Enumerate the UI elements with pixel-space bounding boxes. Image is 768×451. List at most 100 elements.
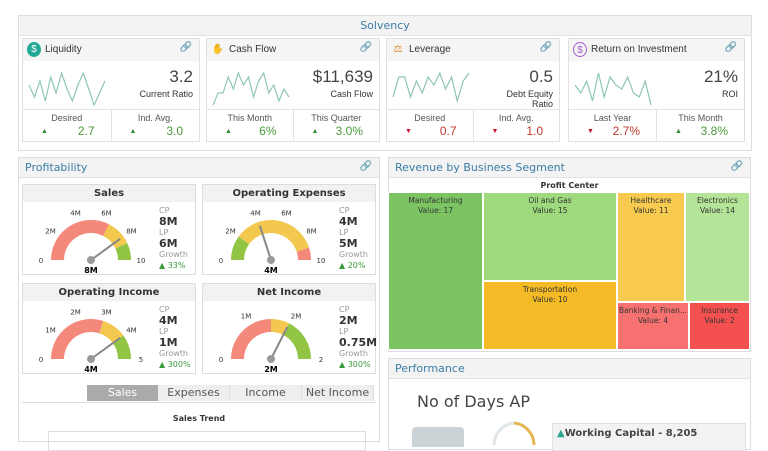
- segment-value: Value: 2: [704, 316, 735, 325]
- gauge-band: [103, 224, 128, 249]
- link-icon[interactable]: 🔗: [359, 161, 372, 172]
- segment-name: Healthcare: [630, 196, 672, 205]
- performance-title: Performance: [389, 359, 750, 379]
- growth-label: Growth: [159, 349, 188, 358]
- gauge-value: 2M: [264, 365, 278, 374]
- card-title: Return on Investment: [591, 44, 687, 55]
- gauge-dial: 0 1M 2M 2 2M: [219, 313, 323, 374]
- tab-net-income[interactable]: Net Income: [302, 385, 374, 401]
- trend-down-icon: ▼: [491, 128, 499, 135]
- metric-label: Ind. Avg.: [137, 113, 173, 123]
- metric-value: 3.8%: [700, 124, 728, 138]
- sparkline-line: [574, 72, 652, 106]
- segment-name: Insurance: [701, 306, 738, 315]
- sales-trend-chart: [48, 431, 366, 451]
- lp-label: LP: [339, 228, 349, 237]
- treemap-cell[interactable]: Manufacturing Value: 17: [388, 192, 483, 350]
- gauge-tick-label: 10: [137, 257, 146, 265]
- performance-panel: Performance No of Days AP ▲Working Capit…: [388, 358, 751, 451]
- gauge-value: 4M: [84, 365, 98, 374]
- metric-0: Desired ▼ 0.7: [387, 110, 473, 141]
- dollar-circle-icon: $: [573, 42, 587, 57]
- trend-up-icon: ▲: [41, 128, 48, 135]
- gauge-tick-label: 8M: [306, 228, 317, 236]
- metric-1: This Month ▲ 3.8%: [656, 110, 744, 141]
- growth-label: Growth: [339, 349, 368, 358]
- segment-value: Value: 15: [532, 206, 568, 215]
- segment-value: Value: 14: [699, 206, 736, 215]
- gauge-operating-expenses: Operating Expenses 0 2M 4M 6M 8M 10 4M CP 4M LP 5…: [202, 184, 376, 275]
- card-title: Liquidity: [45, 44, 82, 55]
- gauge-tick-label: 2M: [225, 228, 236, 236]
- link-icon[interactable]: 🔗: [730, 161, 743, 172]
- link-icon[interactable]: 🔗: [359, 42, 372, 53]
- metric-0: Desired ▲ 2.7: [23, 110, 111, 141]
- gauge-tick-label: 1M: [241, 313, 252, 321]
- sparkline-line: [28, 70, 106, 107]
- trend-up-icon: ▲: [225, 128, 232, 135]
- link-icon[interactable]: 🔗: [179, 42, 192, 53]
- water-drop-dollar-icon: $: [27, 42, 41, 57]
- treemap-cell[interactable]: Oil and Gas Value: 15: [483, 192, 617, 281]
- gauge-tick-label: 4M: [250, 209, 260, 217]
- trend-up-icon: ▲: [311, 128, 319, 135]
- sparkline-line: [212, 71, 290, 106]
- treemap-cell[interactable]: Electronics Value: 14: [685, 192, 750, 302]
- gauge-dial: 0 1M 2M 3M 4M 5 4M: [39, 308, 143, 374]
- metric-0: Last Year ▼ 2.7%: [569, 110, 656, 141]
- link-icon[interactable]: 🔗: [724, 42, 737, 53]
- metric-value: 6%: [259, 124, 277, 138]
- gauge-tick-label: 5: [139, 356, 143, 364]
- card-cash-flow: ✋ Cash Flow 🔗 $11,639 Cash Flow This Mont…: [206, 38, 380, 142]
- sparkline-line: [392, 71, 470, 104]
- card-value: 3.2: [169, 67, 193, 86]
- metric-1: Ind. Avg. ▲ 3.0: [110, 110, 200, 141]
- days-ap-bar: [412, 427, 464, 447]
- gauge-tick-label: 10: [317, 257, 326, 265]
- cp-label: CP: [339, 305, 350, 314]
- gauge-tick-label: 8M: [126, 228, 137, 236]
- gauge-band: [51, 319, 104, 359]
- growth-label: Growth: [339, 250, 368, 259]
- gauge-band: [115, 242, 131, 260]
- sparkline: [392, 71, 470, 104]
- gauge-dial: 0 2M 4M 6M 8M 10 4M: [219, 209, 326, 275]
- cp-label: CP: [159, 305, 170, 314]
- gauge-pivot: [87, 256, 95, 264]
- treemap-cell[interactable]: Banking & Finan... Value: 4: [617, 302, 689, 350]
- gauge-pivot: [267, 355, 275, 363]
- growth-label: Growth: [159, 250, 188, 259]
- gauge-tick-label: 6M: [101, 209, 112, 217]
- tab-income[interactable]: Income: [230, 385, 302, 401]
- link-icon[interactable]: 🔗: [539, 42, 552, 53]
- days-ap-title: No of Days AP: [417, 392, 530, 411]
- segment-value: Value: 17: [417, 206, 454, 215]
- gauge-band: [99, 320, 124, 344]
- gauge-band: [296, 247, 311, 260]
- solvency-title: Solvency: [19, 16, 751, 36]
- segment-name: Electronics: [697, 196, 738, 205]
- segment-name: Transportation: [522, 285, 578, 294]
- tab-sales[interactable]: Sales: [87, 385, 159, 401]
- treemap-cell[interactable]: Insurance Value: 2: [689, 302, 750, 350]
- metric-0: This Month ▲ 6%: [207, 110, 293, 141]
- tab-expenses[interactable]: Expenses: [158, 385, 230, 401]
- metric-label: This Month: [678, 113, 723, 123]
- sparkline: [212, 71, 290, 106]
- metric-value: 3.0: [166, 124, 183, 138]
- gauge-tick-label: 2M: [291, 313, 302, 321]
- gauge-net-income: Net Income 0 1M 2M 2 2M CP 2M LP 0.75M Growth ▲ 3…: [202, 283, 378, 374]
- card-label: Current Ratio: [139, 89, 193, 99]
- metric-label: Ind. Avg.: [498, 113, 534, 123]
- gauge-band: [283, 323, 311, 359]
- gauge-pivot: [87, 355, 95, 363]
- card-label: Cash Flow: [330, 89, 373, 99]
- treemap-cell[interactable]: Healthcare Value: 11: [617, 192, 685, 302]
- gauge-tick-label: 4M: [70, 209, 81, 217]
- lp-value: 0.75M: [339, 336, 378, 349]
- hand-cash-icon: ✋: [211, 44, 225, 55]
- gauge-tick-label: 3M: [101, 308, 112, 316]
- treemap-cell[interactable]: Transportation Value: 10: [483, 281, 617, 350]
- treemap-header: Profit Center: [389, 178, 750, 193]
- metric-label: This Month: [227, 113, 273, 123]
